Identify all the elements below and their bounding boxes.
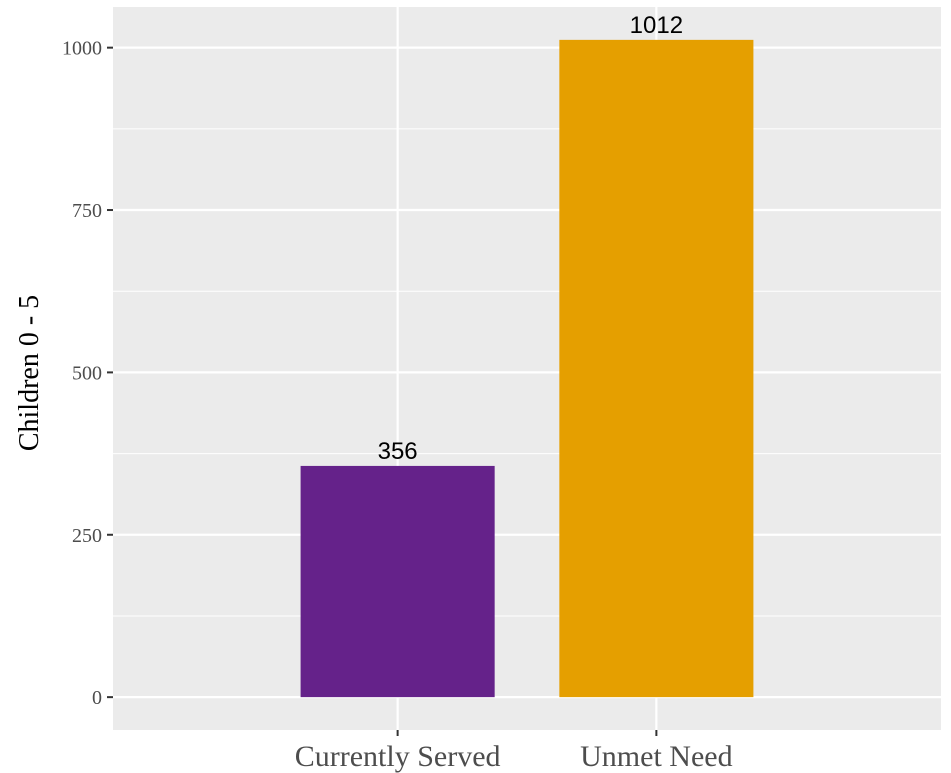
bar-value-label: 356 [378, 438, 418, 465]
x-axis: Currently Served Unmet Need [295, 730, 733, 773]
bar [300, 465, 495, 698]
y-tick-label: 250 [72, 525, 102, 547]
minor-gridlines [113, 128, 941, 617]
data-labels: 356 1012 [378, 12, 683, 465]
y-tick-label: 750 [72, 200, 102, 222]
plot-panel [113, 7, 941, 730]
bar [559, 39, 754, 698]
y-tick-label: 500 [72, 362, 102, 384]
y-tick-label: 0 [92, 687, 102, 709]
x-category-label: Unmet Need [580, 740, 732, 773]
y-axis: 0 250 500 750 1000 [62, 38, 113, 709]
y-axis-title: Children 0 - 5 [14, 295, 45, 451]
x-category-label: Currently Served [295, 740, 501, 773]
bar-value-label: 1012 [630, 12, 683, 39]
y-tick-label: 1000 [62, 38, 102, 60]
bars [300, 39, 754, 698]
